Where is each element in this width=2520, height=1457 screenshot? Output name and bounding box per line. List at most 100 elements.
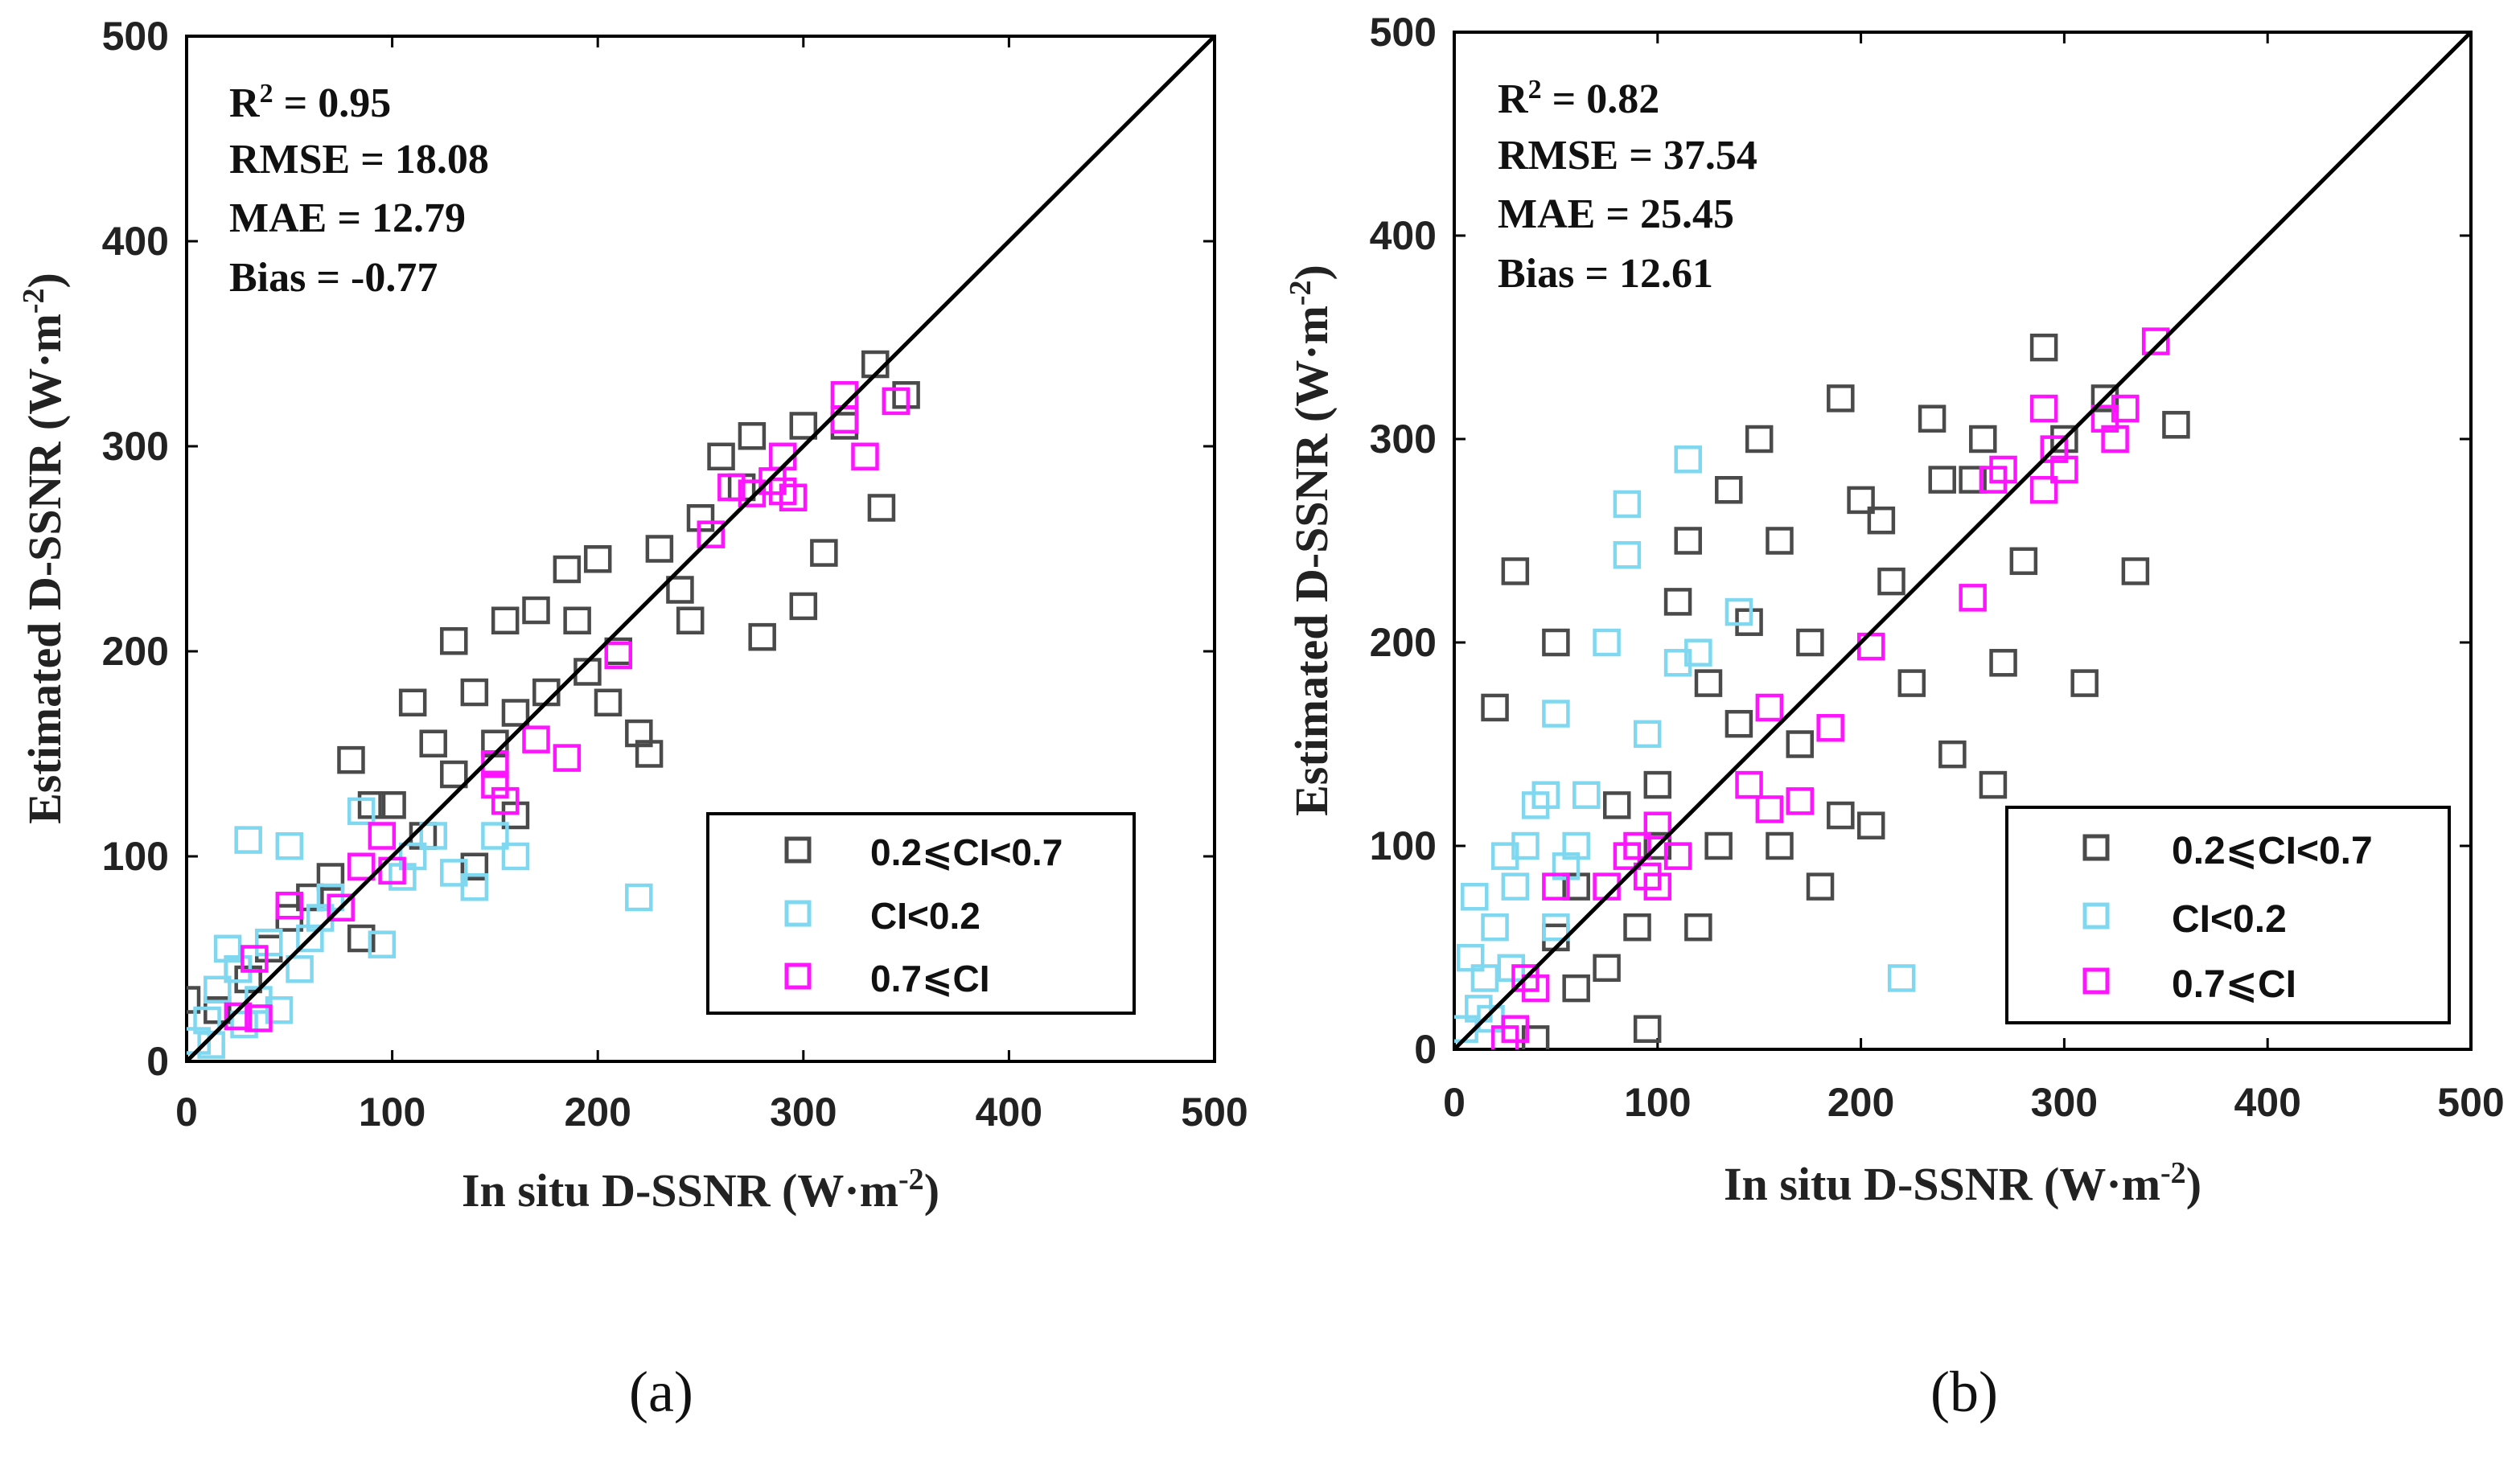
point-mid: [2070, 669, 2099, 697]
point-mid: [1562, 974, 1590, 1003]
point-low: [203, 975, 232, 1003]
legend-label-low: CI<0.2: [2172, 898, 2287, 941]
point-mid: [553, 555, 582, 584]
point-low: [460, 873, 489, 901]
point-mid: [1735, 608, 1763, 636]
point-low: [419, 822, 447, 850]
point-high: [717, 473, 746, 502]
point-mid: [1928, 466, 1956, 494]
point-high: [2029, 394, 2058, 423]
stat-bias: Bias = 12.61: [1498, 251, 1713, 297]
stat-r2: R2 = 0.95: [229, 79, 391, 127]
stat-rmse: RMSE = 37.54: [1498, 133, 1757, 179]
point-mid: [1806, 872, 1835, 901]
point-low: [1725, 597, 1753, 626]
stats-box: R2 = 0.82 RMSE = 37.54 MAE = 25.45 Bias …: [1498, 75, 1757, 298]
point-high: [1613, 842, 1642, 870]
point-high: [1979, 466, 2008, 494]
point-low: [481, 822, 509, 850]
point-high: [779, 483, 808, 511]
point-mid: [563, 606, 591, 634]
point-high: [1755, 795, 1784, 823]
point-low: [1887, 964, 1916, 992]
point-mid: [2121, 557, 2150, 585]
stat-rmse: RMSE = 18.08: [229, 137, 489, 183]
y-tick-label: 300: [1370, 417, 1437, 462]
point-low: [1542, 700, 1570, 728]
point-low: [440, 859, 468, 887]
point-mid: [1623, 913, 1651, 942]
point-mid: [707, 442, 735, 470]
panel-b: 0 100 200 300 400 500 0 100 200 300 400 500 In sit…: [1284, 10, 2505, 1210]
legend-label-mid: 0.2⩽CI<0.7: [2172, 830, 2373, 872]
point-mid: [2009, 547, 2038, 576]
legend-marker-mid: [784, 836, 812, 864]
y-tick-label: 500: [1370, 10, 1437, 55]
point-high: [1633, 862, 1662, 891]
legend: 0.2⩽CI<0.7 CI<0.2 0.7⩽CI: [706, 812, 1136, 1015]
y-axis-label: Estimated D-SSNR (W·m-2): [17, 273, 71, 824]
point-high: [1643, 811, 1672, 839]
point-low: [1461, 883, 1489, 911]
legend-marker-high: [2082, 967, 2110, 995]
point-mid: [1481, 693, 1509, 722]
point-mid: [1704, 831, 1733, 860]
legend-label-high: 0.7⩽CI: [870, 958, 990, 999]
point-mid: [398, 688, 427, 716]
y-tick-label: 400: [102, 219, 169, 264]
y-tick-label: 0: [1414, 1027, 1437, 1072]
point-high: [2111, 394, 2140, 423]
point-high: [1959, 584, 1987, 612]
point-high: [1663, 842, 1692, 870]
point-mid: [1663, 588, 1692, 616]
stat-mae: MAE = 12.79: [229, 195, 466, 241]
y-tick-label: 400: [1370, 213, 1437, 258]
point-mid: [1593, 954, 1621, 983]
point-mid: [1562, 872, 1590, 901]
point-mid: [1766, 527, 1794, 555]
point-low: [501, 842, 530, 871]
point-mid: [347, 924, 376, 953]
point-mid: [1745, 425, 1774, 454]
point-low: [1456, 943, 1485, 972]
point-low: [1497, 954, 1526, 983]
point-mid: [1684, 913, 1712, 942]
x-axis-label: In situ D-SSNR (W·m-2): [1724, 1156, 2201, 1210]
point-low: [1552, 852, 1581, 880]
point-mid: [666, 576, 694, 604]
point-high: [1735, 770, 1763, 799]
point-mid: [1897, 669, 1926, 697]
legend-marker-low: [784, 900, 812, 927]
point-high: [240, 945, 269, 973]
one-to-one-line: [185, 35, 1216, 1063]
point-mid: [1633, 1015, 1662, 1043]
point-high: [604, 641, 633, 670]
point-mid: [1786, 730, 1815, 758]
point-mid: [1989, 649, 2017, 677]
point-low: [1613, 540, 1642, 569]
legend-marker-high: [784, 962, 812, 990]
point-mid: [501, 699, 530, 727]
point-low: [1511, 831, 1540, 860]
point-low: [230, 1010, 258, 1039]
point-mid: [1501, 557, 1530, 585]
point-low: [368, 930, 397, 958]
point-mid: [1602, 791, 1631, 819]
x-tick-label: 100: [359, 1090, 425, 1135]
caption-a: (a): [629, 1360, 693, 1424]
x-tick-label: 0: [175, 1090, 198, 1135]
point-high: [1786, 787, 1815, 815]
point-mid: [1918, 404, 1947, 433]
legend: 0.2⩽CI<0.7 CI<0.2 0.7⩽CI: [2005, 806, 2451, 1024]
point-mid: [676, 606, 705, 634]
point-mid: [1877, 567, 1905, 596]
point-mid: [491, 606, 520, 634]
stats-box: R2 = 0.95 RMSE = 18.08 MAE = 12.79 Bias …: [229, 79, 489, 302]
point-low: [1562, 831, 1590, 860]
point-high: [224, 1002, 253, 1031]
point-mid: [635, 740, 664, 768]
point-low: [1593, 628, 1621, 657]
point-high: [245, 1004, 273, 1032]
point-mid: [738, 422, 767, 450]
point-mid: [1979, 770, 2008, 799]
